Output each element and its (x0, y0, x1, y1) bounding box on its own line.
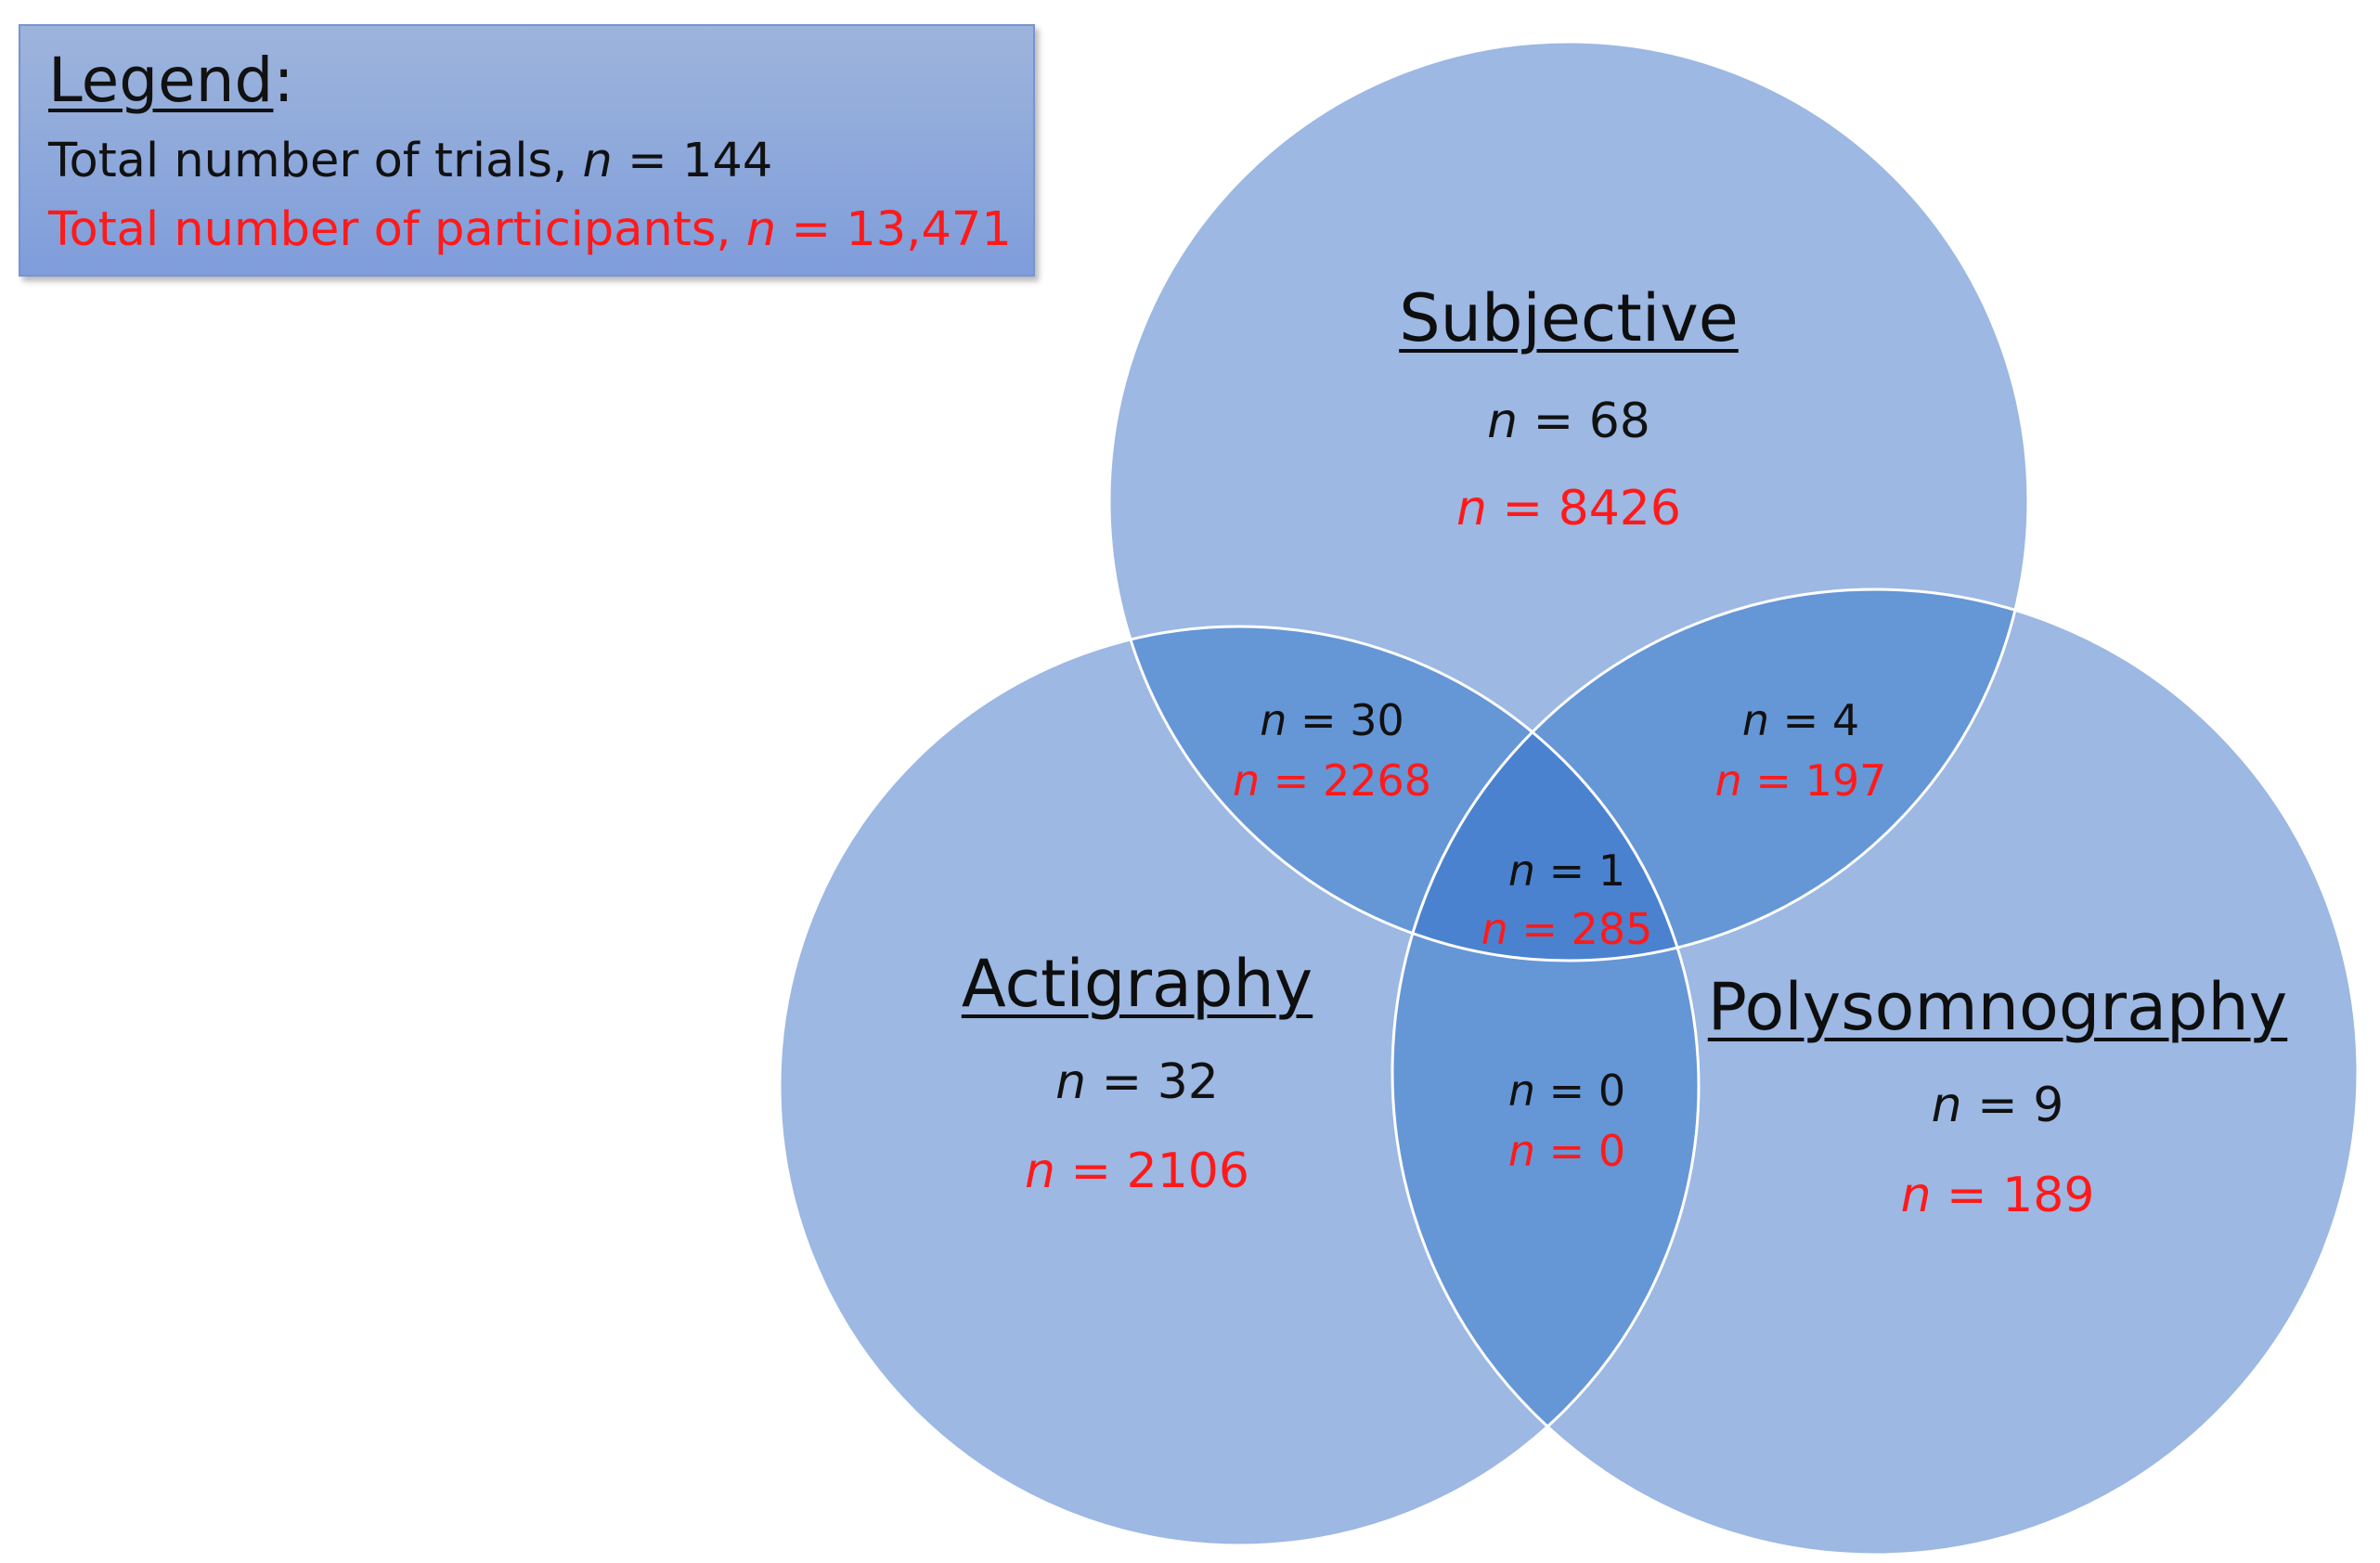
polysomnography-outline (1390, 588, 2360, 1557)
polysomnography-trials: n = 9 (1931, 1078, 2064, 1133)
legend-title: Legend: (48, 45, 294, 116)
subjective-polysomnography-participants: n = 197 (1714, 756, 1887, 806)
actigraphy-participants: n = 2106 (1025, 1143, 1249, 1199)
polysomnography-title: Polysomnography (1707, 969, 2288, 1045)
subjective-trials: n = 68 (1487, 394, 1650, 449)
actigraphy-polysomnography-participants: n = 0 (1507, 1126, 1626, 1176)
actigraphy-polysomnography-trials: n = 0 (1507, 1066, 1626, 1116)
polysomnography-participants: n = 189 (1900, 1168, 2095, 1223)
actigraphy-trials: n = 32 (1055, 1054, 1219, 1110)
actigraphy-title: Actigraphy (961, 946, 1313, 1022)
subjective-outline (1107, 40, 2030, 962)
legend-trials-line: Total number of trials, n = 144 (48, 134, 773, 188)
subjective-polysomnography-overlap (1392, 589, 2028, 961)
all-three-participants: n = 285 (1481, 904, 1653, 954)
subjective-participants: n = 8426 (1456, 481, 1681, 536)
legend-box: Legend: Total number of trials, n = 144 … (19, 24, 1035, 277)
subjective-title: Subjective (1399, 280, 1739, 356)
all-three-trials: n = 1 (1507, 846, 1626, 896)
actigraphy-outline (778, 625, 1701, 1547)
subjective-polysomnography-trials: n = 4 (1741, 695, 1860, 745)
legend-participants-line: Total number of participants, n = 13,471 (48, 202, 1012, 257)
subjective-actigraphy-participants: n = 2268 (1232, 756, 1432, 806)
subjective-actigraphy-trials: n = 30 (1260, 695, 1404, 745)
